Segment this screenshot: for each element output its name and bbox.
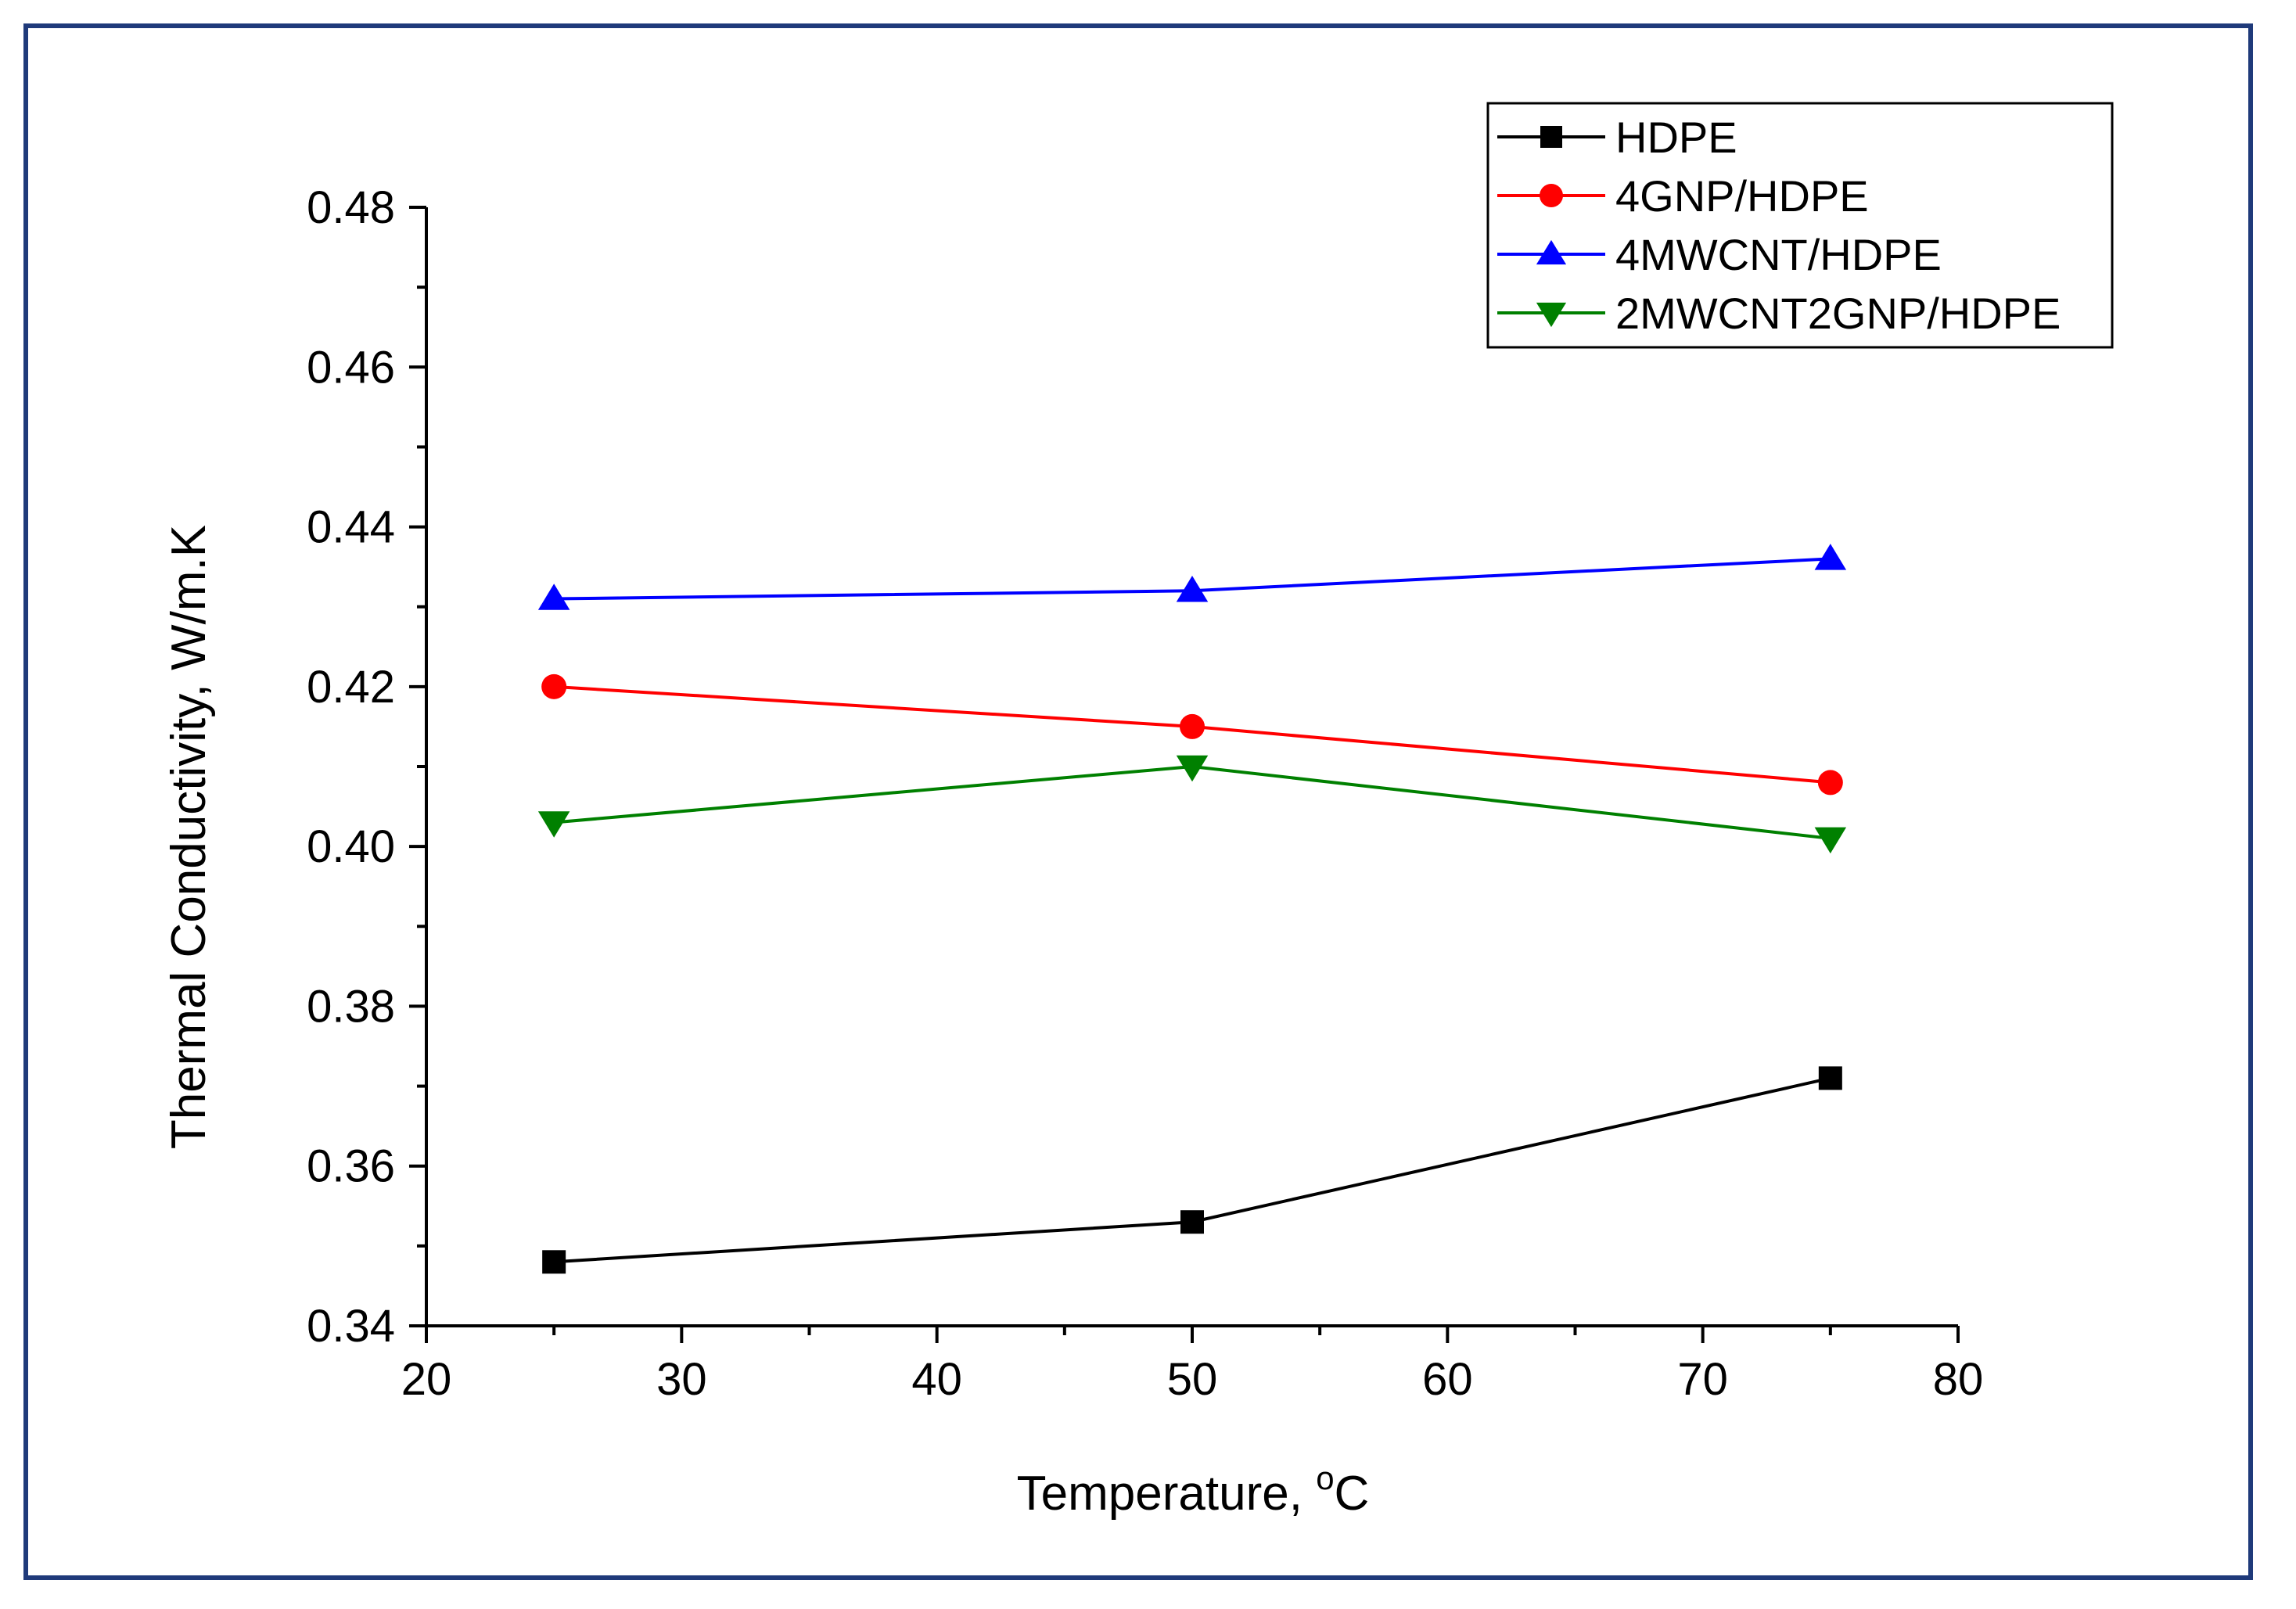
y-tick-label: 0.44: [307, 502, 395, 553]
data-point-hdpe: [1180, 1210, 1204, 1234]
y-tick-label: 0.36: [307, 1141, 395, 1192]
y-tick-label: 0.38: [307, 981, 395, 1032]
legend-marker-4gnp-hdpe: [1540, 184, 1563, 207]
legend-marker-4mwcnt-hdpe: [1536, 239, 1567, 265]
x-tick-label: 70: [1677, 1354, 1728, 1405]
x-tick-label: 40: [911, 1354, 962, 1405]
chart-frame: [23, 23, 2253, 1580]
y-tick-label: 0.40: [307, 821, 395, 872]
data-point-4mwcnt-hdpe: [1176, 576, 1209, 602]
y-tick-label: 0.48: [307, 182, 395, 233]
legend-label-4gnp-hdpe: 4GNP/HDPE: [1615, 171, 1869, 221]
x-axis-title-degree: o: [1316, 1460, 1334, 1496]
data-point-2mwcnt2gnp-hdpe: [537, 811, 570, 838]
legend-marker-2mwcnt2gnp-hdpe: [1536, 302, 1567, 328]
data-point-4mwcnt-hdpe: [537, 584, 570, 610]
data-point-4gnp-hdpe: [1180, 713, 1205, 739]
x-axis-title: Temperature, oC: [1017, 1460, 1370, 1521]
data-point-hdpe: [542, 1250, 566, 1274]
y-axis-title: Thermal Conductivity, W/m.K: [162, 525, 216, 1149]
x-tick-label: 50: [1167, 1354, 1218, 1405]
data-point-hdpe: [1818, 1066, 1842, 1090]
data-point-4gnp-hdpe: [541, 673, 567, 699]
axes: 20 30 40 50 60 70 80 0.34 0.36 0.38 0.40 0.42 0.44 0.…: [307, 182, 1983, 1405]
legend-label-hdpe: HDPE: [1615, 113, 1737, 162]
y-tick-label: 0.42: [307, 662, 395, 713]
legend-label-4mwcnt-hdpe: 4MWCNT/HDPE: [1615, 230, 1942, 279]
data-point-2mwcnt2gnp-hdpe: [1176, 755, 1209, 782]
data-point-4mwcnt-hdpe: [1814, 544, 1847, 570]
series-layer: [537, 544, 1847, 1274]
x-tick-label: 80: [1933, 1354, 1984, 1405]
data-point-2mwcnt2gnp-hdpe: [1814, 827, 1847, 854]
x-tick-label: 60: [1422, 1354, 1473, 1405]
x-tick-label: 30: [656, 1354, 707, 1405]
legend: HDPE 4GNP/HDPE 4MWCNT/HDPE 2MWCNT2GNP/HDPE: [1486, 102, 2114, 349]
y-tick-label: 0.34: [307, 1301, 395, 1352]
x-axis-title-text: Temperature,: [1017, 1467, 1317, 1521]
legend-box: [1486, 102, 2114, 349]
x-tick-label: 20: [401, 1354, 452, 1405]
series-line-hdpe: [554, 1076, 1831, 1264]
data-point-4gnp-hdpe: [1817, 770, 1843, 796]
x-axis-title-unit: C: [1335, 1467, 1370, 1521]
legend-marker-hdpe: [1540, 126, 1562, 148]
legend-label-2mwcnt2gnp-hdpe: 2MWCNT2GNP/HDPE: [1615, 289, 2061, 338]
y-tick-label: 0.46: [307, 342, 395, 393]
